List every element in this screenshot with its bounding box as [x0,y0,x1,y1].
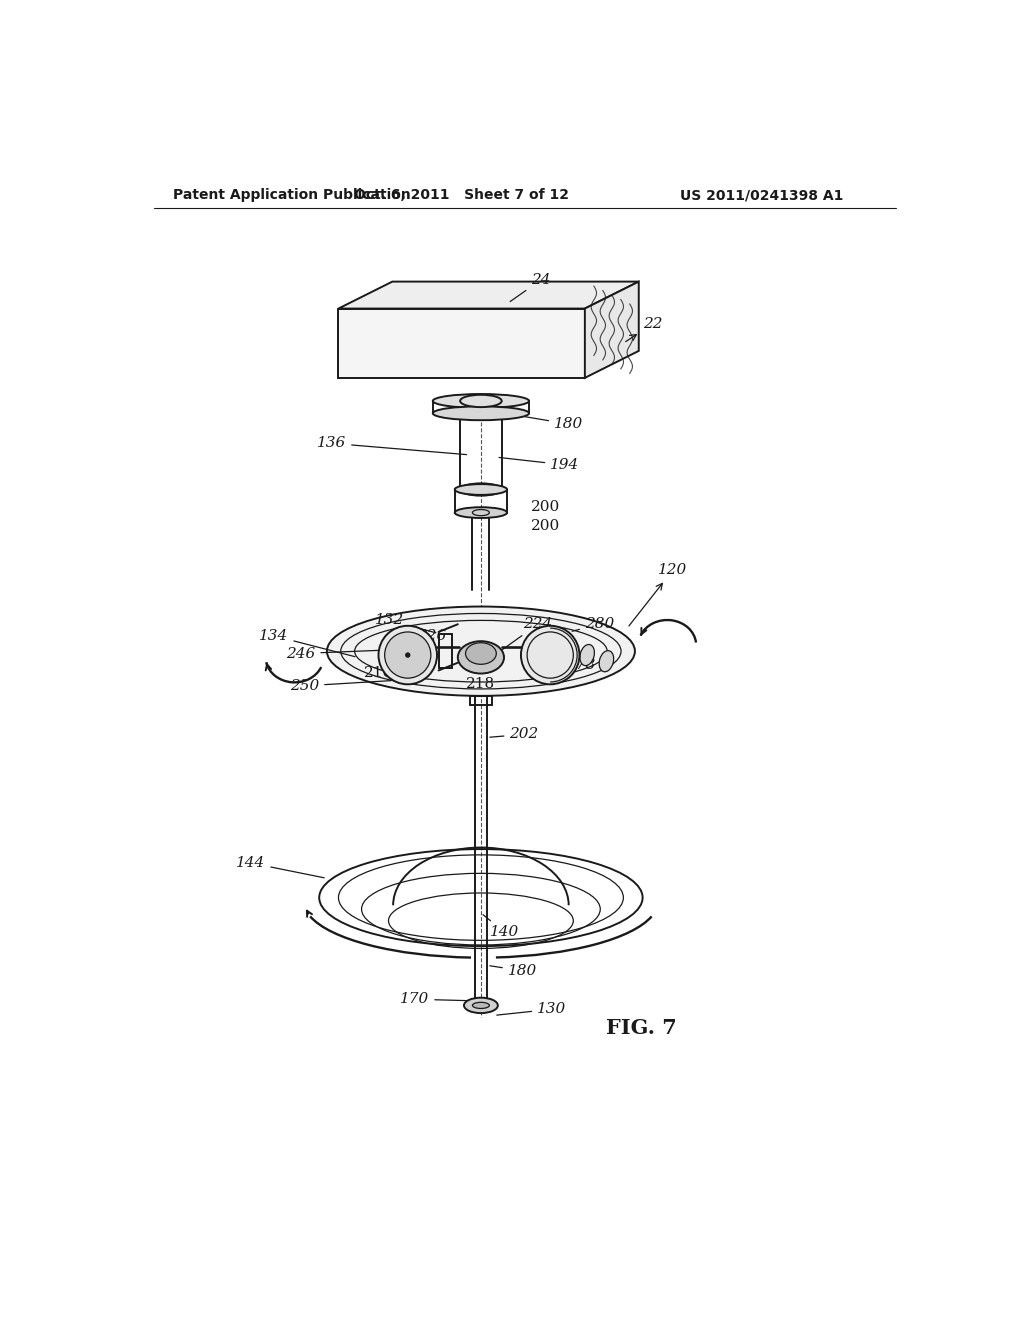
Text: 218: 218 [466,677,495,692]
Ellipse shape [406,653,410,657]
Ellipse shape [455,507,507,517]
Text: 130: 130 [497,1002,566,1016]
Text: 278: 278 [546,659,595,672]
Text: 226: 226 [417,628,446,643]
Text: Oct. 6, 2011   Sheet 7 of 12: Oct. 6, 2011 Sheet 7 of 12 [354,189,569,202]
Ellipse shape [472,510,489,516]
Text: 136: 136 [316,437,467,454]
Text: 22: 22 [626,317,663,342]
Text: 250: 250 [290,678,391,693]
Text: 216: 216 [364,665,393,680]
Ellipse shape [385,632,431,678]
Text: 194: 194 [499,458,580,471]
Text: 144: 144 [237,855,325,878]
Text: 170: 170 [400,993,470,1006]
Ellipse shape [580,644,594,665]
Ellipse shape [433,407,529,420]
Text: Patent Application Publication: Patent Application Publication [173,189,411,202]
Text: 180: 180 [503,413,584,432]
Text: 120: 120 [629,564,687,626]
Text: FIG. 7: FIG. 7 [606,1019,677,1039]
Text: 140: 140 [483,915,519,940]
Ellipse shape [466,643,497,664]
Text: 224: 224 [503,618,553,649]
Text: 202: 202 [489,727,539,742]
Text: 134: 134 [259,628,355,656]
Text: 180: 180 [489,964,538,978]
Ellipse shape [472,1002,489,1008]
Text: 132: 132 [375,614,436,632]
Polygon shape [585,281,639,378]
Ellipse shape [433,395,529,408]
Polygon shape [339,281,639,309]
Ellipse shape [460,395,502,407]
Ellipse shape [379,626,437,684]
Ellipse shape [464,998,498,1014]
Text: 200: 200 [531,500,560,515]
Ellipse shape [458,642,504,673]
Ellipse shape [327,607,635,696]
Text: 200: 200 [531,520,560,533]
Ellipse shape [460,483,502,495]
Text: 246: 246 [286,647,393,660]
Text: 24: 24 [510,273,551,301]
Text: 280: 280 [572,618,614,631]
Ellipse shape [599,651,613,672]
Ellipse shape [455,484,507,495]
Text: US 2011/0241398 A1: US 2011/0241398 A1 [680,189,844,202]
Ellipse shape [521,626,580,684]
Polygon shape [339,309,585,378]
